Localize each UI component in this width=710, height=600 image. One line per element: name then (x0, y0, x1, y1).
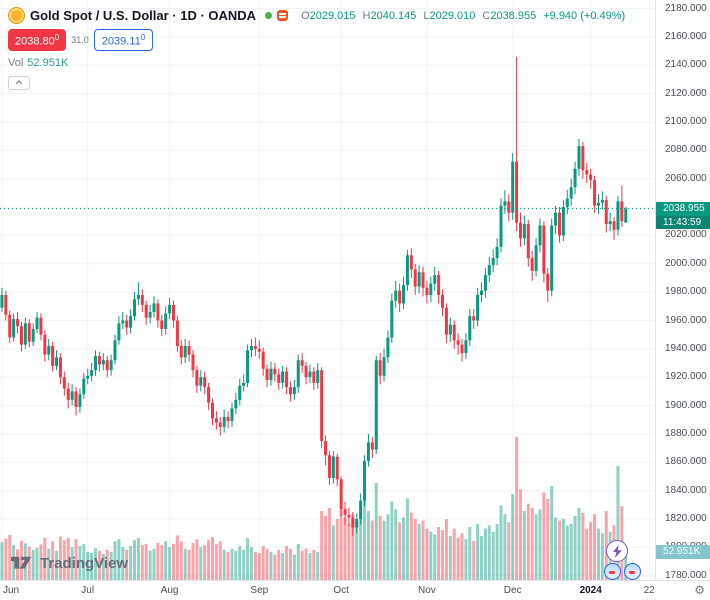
lightning-icon (612, 544, 622, 558)
price-axis-label: 2100.000 (665, 116, 707, 127)
time-axis[interactable]: ⚙ Jun Jul Aug Sep Oct Nov Dec 2024 22 (0, 580, 710, 600)
symbol-title[interactable]: Gold Spot / U.S. Dollar · 1D · OANDA (30, 8, 257, 23)
notes-icon[interactable] (277, 10, 289, 21)
price-axis-label: 2180.000 (665, 2, 707, 14)
time-axis-label: 2024 (579, 585, 602, 596)
time-axis-label: Nov (417, 585, 436, 596)
price-axis-label: 1920.000 (665, 371, 707, 383)
last-price-value: 2038.955 (656, 201, 710, 216)
price-axis-label: 1860.000 (665, 456, 707, 468)
settings-icon[interactable]: ⚙ (694, 583, 705, 597)
time-axis-label: Sep (250, 585, 269, 596)
tradingview-watermark[interactable]: TradingView (10, 555, 128, 572)
time-axis-label: Oct (333, 585, 349, 596)
time-axis-label: 22 (643, 585, 655, 596)
price-axis-label: 1840.000 (665, 484, 707, 496)
price-axis-label: 2060.000 (665, 172, 707, 184)
countdown-timer: 11:43:59 (656, 215, 710, 229)
price-axis-label: 1820.000 (665, 513, 707, 524)
ohlc-values: O2029.015 H2040.145 L2029.010 C2038.955 … (301, 9, 626, 22)
price-axis-label: 1780.000 (665, 569, 707, 581)
pane-collapse-button[interactable] (8, 75, 30, 90)
price-axis-label: 2140.000 (665, 59, 707, 71)
price-axis-label: 2160.000 (665, 30, 707, 42)
symbol-legend: Gold Spot / U.S. Dollar · 1D · OANDA O20… (8, 7, 625, 90)
price-axis-label: 2120.000 (665, 87, 707, 99)
volume-legend-value: 52.951K (27, 56, 69, 69)
time-axis-label: Aug (160, 585, 179, 596)
price-axis-label: 2000.000 (665, 257, 707, 269)
mini-widget-icon-1[interactable] (604, 563, 621, 580)
chart-pane[interactable] (0, 0, 655, 580)
price-axis-label: 1960.000 (665, 314, 707, 326)
high-value: 2040.145 (370, 9, 417, 22)
change-value: +9.940 (+0.49%) (543, 9, 626, 22)
sell-button[interactable]: 2038.800 (8, 29, 67, 51)
price-axis-label: 2080.000 (665, 144, 707, 156)
price-axis-label: 1880.000 (665, 427, 707, 439)
price-axis-label: 1940.000 (665, 342, 707, 354)
market-status-icon (265, 12, 273, 19)
quick-action-lightning-button[interactable] (606, 540, 628, 562)
mini-widget-icon-2[interactable] (624, 563, 641, 580)
time-axis-label: Jul (81, 585, 95, 596)
gold-coin-icon (8, 7, 25, 24)
open-value: 2029.015 (309, 9, 356, 22)
last-price-label: 2038.955 11:43:59 (656, 201, 710, 229)
tradingview-watermark-text: TradingView (40, 555, 129, 572)
price-axis-label: 2020.000 (665, 229, 707, 241)
price-axis[interactable]: 2180.000 2160.000 2140.000 2120.000 2100.000… (655, 0, 710, 581)
time-axis-label: Dec (503, 585, 522, 596)
price-axis-label: 1900.000 (665, 399, 707, 411)
price-axis-label: 1980.000 (665, 286, 707, 298)
tradingview-logo-icon (10, 556, 32, 569)
time-axis-label: Jun (3, 585, 20, 596)
close-value: 2038.955 (490, 9, 537, 22)
buy-button[interactable]: 2039.110 (93, 29, 154, 51)
mini-widget-buttons[interactable] (604, 563, 641, 580)
volume-legend: Vol 52.951K (8, 57, 625, 69)
spread-value: 31.0 (71, 34, 89, 45)
volume-axis-label: 52.951K (656, 544, 710, 559)
chevron-up-icon (15, 80, 23, 85)
low-value: 2029.010 (429, 9, 476, 22)
candlestick-chart[interactable] (0, 0, 655, 580)
volume-legend-label: Vol (8, 56, 24, 69)
